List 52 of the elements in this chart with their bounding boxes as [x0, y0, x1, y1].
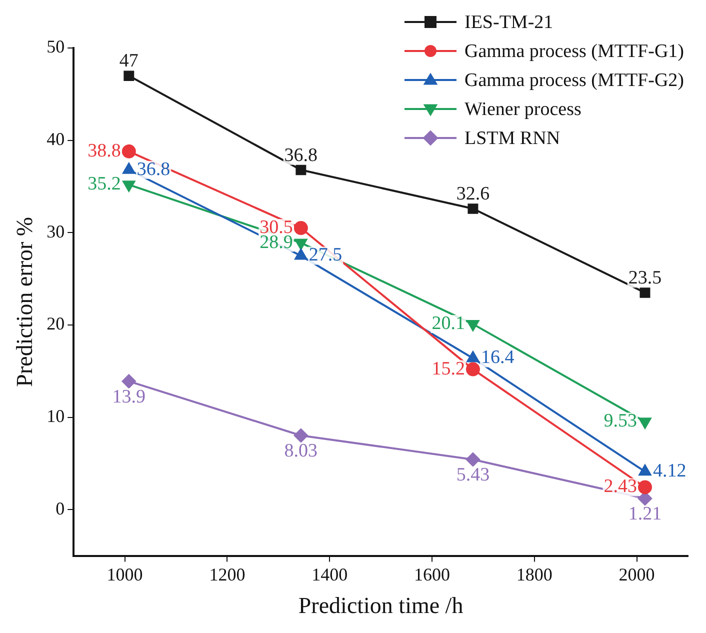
data-label: 4.12: [652, 460, 686, 482]
data-label: 1.21: [628, 503, 662, 524]
x-tick-label: 1600: [414, 564, 450, 584]
y-tick-label: 50: [46, 36, 65, 57]
data-label: 8.03: [284, 440, 318, 462]
legend-label: LSTM RNN: [464, 128, 560, 149]
y-tick-label: 10: [46, 406, 65, 426]
legend-label: IES-TM-21: [464, 12, 554, 33]
data-label: 38.8: [88, 140, 121, 162]
x-tick-label: 1400: [312, 564, 348, 584]
legend-label: Gamma process (MTTF-G1): [464, 40, 684, 62]
data-label: 36.8: [284, 144, 318, 166]
point: [640, 287, 650, 298]
point: [468, 203, 478, 214]
x-axis-title: Prediction time /h: [298, 593, 464, 618]
data-label: 13.9: [112, 386, 146, 408]
y-tick-label: 30: [46, 221, 65, 242]
data-label: 15.2: [432, 358, 465, 380]
data-label: 23.5: [628, 268, 662, 289]
point: [122, 374, 136, 388]
data-label: 47: [119, 50, 138, 72]
point: [294, 428, 308, 442]
data-label: 16.4: [480, 347, 515, 368]
point: [466, 362, 480, 376]
legend-label: Wiener process: [464, 98, 582, 120]
y-tick-label: 40: [46, 129, 65, 150]
data-label: 20.1: [432, 313, 465, 334]
data-label: 32.6: [456, 184, 490, 205]
y-tick-label: 20: [46, 314, 65, 334]
data-label: 5.43: [456, 464, 490, 486]
x-tick-label: 1200: [209, 564, 246, 584]
point: [466, 452, 480, 467]
x-tick-label: 1000: [106, 564, 143, 584]
x-tick-label: 2000: [618, 564, 655, 584]
y-tick-label: 0: [56, 498, 65, 518]
point: [294, 221, 308, 236]
data-label: 9.53: [604, 410, 637, 432]
point: [466, 351, 480, 362]
point: [296, 164, 306, 176]
point: [294, 248, 308, 260]
point: [122, 162, 136, 174]
y-axis-title: Prediction error %: [12, 216, 37, 387]
point: [122, 144, 136, 158]
x-tick-label: 1800: [516, 564, 552, 584]
data-label: 35.2: [88, 174, 121, 195]
data-label: 36.8: [136, 158, 170, 180]
legend-label: Gamma process (MTTF-G2): [464, 70, 684, 91]
point: [638, 464, 652, 476]
data-label: 27.5: [308, 244, 342, 266]
point: [124, 70, 134, 81]
data-label: 2.43: [604, 476, 637, 498]
point: [638, 480, 652, 494]
